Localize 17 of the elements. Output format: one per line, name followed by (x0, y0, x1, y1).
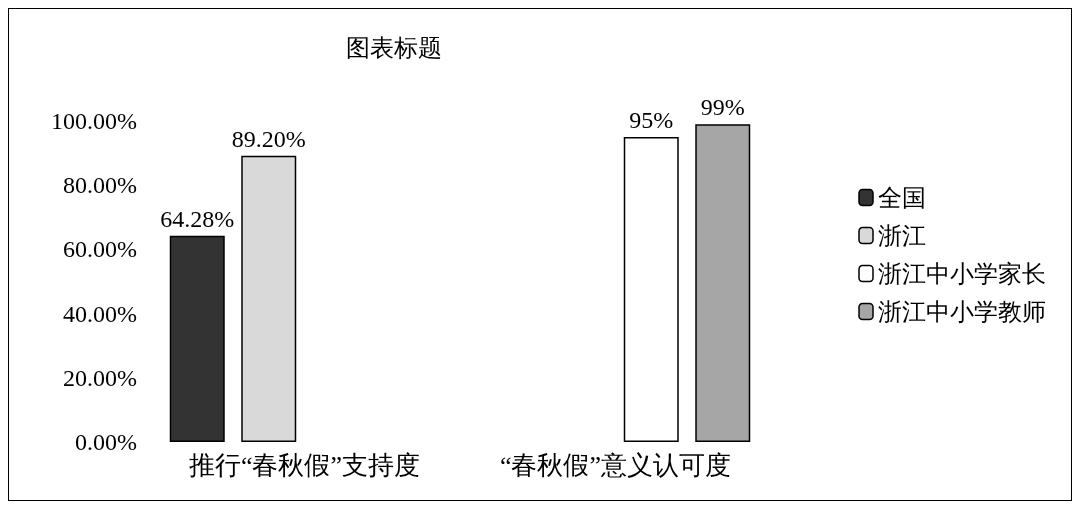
y-tick-label: 40.00% (63, 300, 137, 327)
legend-label: 浙江 (878, 222, 926, 249)
y-tick-label: 60.00% (63, 236, 137, 263)
data-label: 95% (629, 107, 674, 134)
legend-label: 浙江中小学家长 (878, 260, 1046, 287)
data-label: 64.28% (160, 205, 235, 232)
data-label: 89.20% (231, 125, 306, 152)
legend-label: 浙江中小学教师 (878, 298, 1046, 325)
data-label: 99% (700, 94, 745, 121)
legend-label: 全国 (878, 184, 926, 211)
x-tick-label: 推行“春秋假”支持度 (188, 450, 421, 480)
chart-title: 图表标题 (346, 35, 442, 61)
x-tick-label: “春秋假”意义认可度 (499, 450, 732, 480)
y-tick-label: 80.00% (63, 172, 137, 199)
y-tick-label: 20.00% (63, 364, 137, 391)
y-tick-label: 100.00% (51, 108, 137, 134)
y-tick-label: 0.00% (75, 429, 137, 455)
